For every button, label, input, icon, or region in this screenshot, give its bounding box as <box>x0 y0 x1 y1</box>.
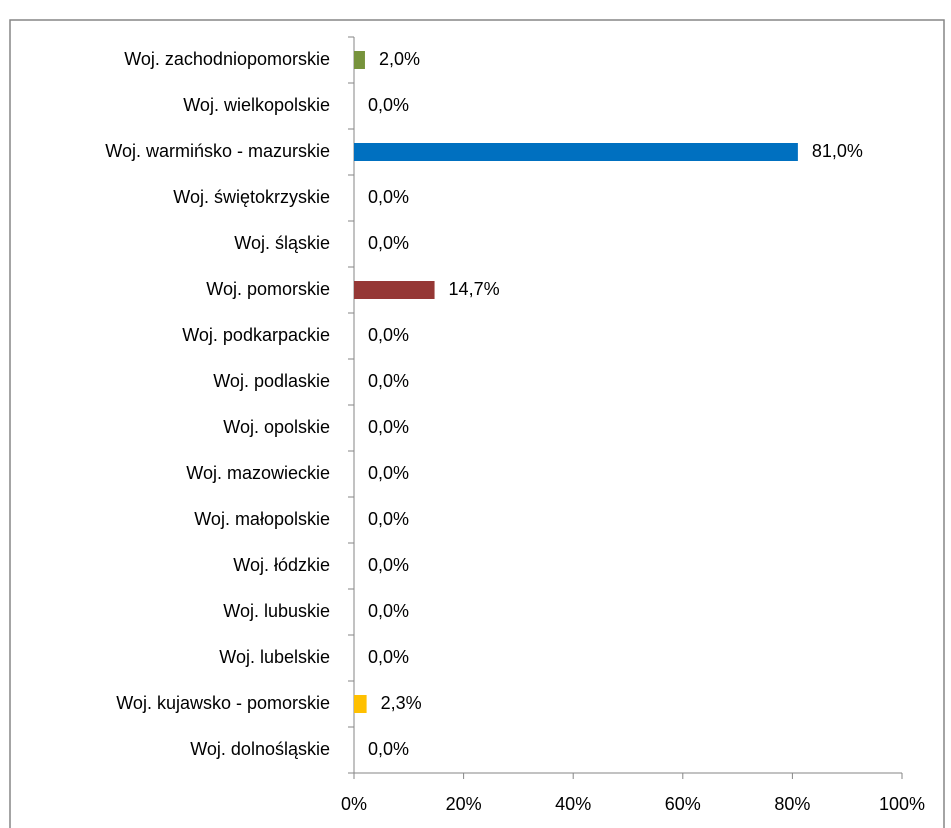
value-label: 0,0% <box>368 647 409 667</box>
value-label: 0,0% <box>368 325 409 345</box>
value-label: 0,0% <box>368 233 409 253</box>
value-label: 0,0% <box>368 371 409 391</box>
value-label: 0,0% <box>368 509 409 529</box>
y-tick-label: Woj. świętokrzyskie <box>173 187 330 207</box>
bar <box>354 695 367 713</box>
y-tick-label: Woj. zachodniopomorskie <box>124 49 330 69</box>
x-tick-label: 40% <box>555 794 591 814</box>
value-label: 81,0% <box>812 141 863 161</box>
y-tick-label: Woj. dolnośląskie <box>190 739 330 759</box>
x-tick-label: 100% <box>879 794 925 814</box>
y-tick-label: Woj. mazowieckie <box>186 463 330 483</box>
y-tick-label: Woj. podkarpackie <box>182 325 330 345</box>
y-tick-label: Woj. warmińsko - mazurskie <box>105 141 330 161</box>
y-tick-label: Woj. lubelskie <box>219 647 330 667</box>
bar <box>354 51 365 69</box>
y-tick-label: Woj. lubuskie <box>223 601 330 621</box>
value-label: 0,0% <box>368 555 409 575</box>
x-tick-label: 80% <box>774 794 810 814</box>
value-label: 2,3% <box>381 693 422 713</box>
value-label: 0,0% <box>368 187 409 207</box>
bar <box>354 281 435 299</box>
y-tick-label: Woj. małopolskie <box>194 509 330 529</box>
value-label: 0,0% <box>368 739 409 759</box>
x-tick-label: 0% <box>341 794 367 814</box>
y-tick-label: Woj. opolskie <box>223 417 330 437</box>
y-tick-label: Woj. łódzkie <box>233 555 330 575</box>
y-tick-label: Woj. śląskie <box>234 233 330 253</box>
value-label: 0,0% <box>368 601 409 621</box>
value-label: 14,7% <box>449 279 500 299</box>
value-label: 0,0% <box>368 95 409 115</box>
y-tick-label: Woj. kujawsko - pomorskie <box>116 693 330 713</box>
value-label: 2,0% <box>379 49 420 69</box>
bar <box>354 143 798 161</box>
value-label: 0,0% <box>368 463 409 483</box>
x-tick-label: 20% <box>446 794 482 814</box>
y-tick-label: Woj. wielkopolskie <box>183 95 330 115</box>
value-label: 0,0% <box>368 417 409 437</box>
y-tick-label: Woj. pomorskie <box>206 279 330 299</box>
y-tick-label: Woj. podlaskie <box>213 371 330 391</box>
x-tick-label: 60% <box>665 794 701 814</box>
